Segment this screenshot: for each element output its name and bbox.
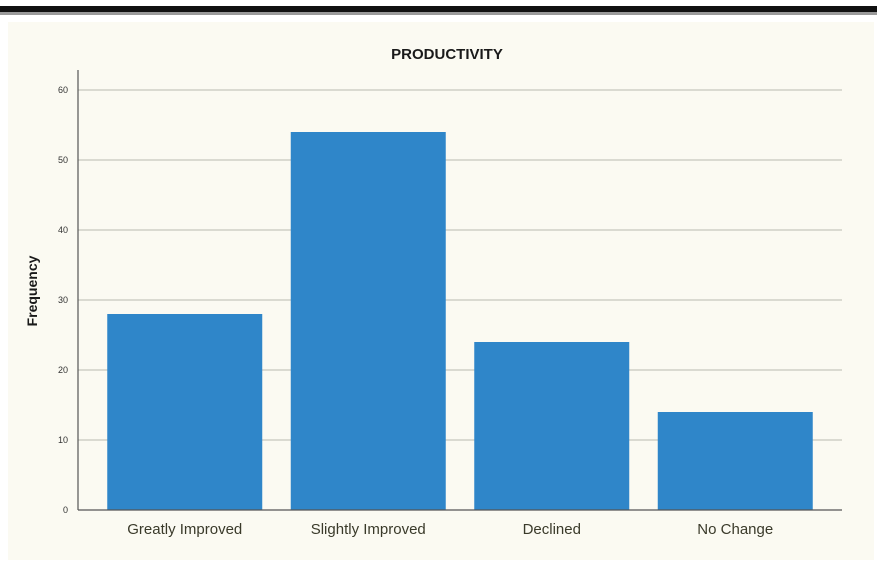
- chart-title: PRODUCTIVITY: [391, 46, 503, 63]
- y-tick-label: 0: [63, 505, 68, 515]
- top-border-shadow: [0, 12, 877, 15]
- y-axis-label: Frequency: [24, 255, 40, 326]
- x-tick-label: Slightly Improved: [311, 521, 426, 538]
- y-tick-label: 60: [58, 85, 68, 95]
- x-tick-label: No Change: [697, 521, 773, 538]
- y-tick-label: 10: [58, 435, 68, 445]
- x-tick-labels: Greatly Improved Slightly Improved Decline…: [127, 521, 773, 538]
- y-tick-label: 40: [58, 225, 68, 235]
- bar: [107, 314, 263, 510]
- x-tick-label: Greatly Improved: [127, 521, 242, 538]
- y-tick-label: 30: [58, 295, 68, 305]
- top-border-bar: [0, 6, 877, 12]
- y-tick-labels: 0 10 20 30 40 50 60: [58, 85, 68, 515]
- bar: [657, 412, 813, 510]
- bar: [290, 132, 446, 510]
- bar: [474, 342, 630, 510]
- bars: [107, 132, 813, 510]
- y-tick-label: 20: [58, 365, 68, 375]
- y-tick-label: 50: [58, 155, 68, 165]
- x-tick-label: Declined: [523, 521, 581, 538]
